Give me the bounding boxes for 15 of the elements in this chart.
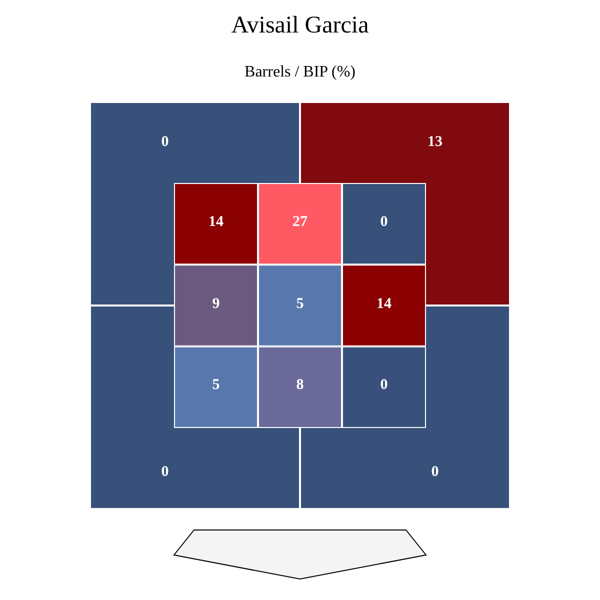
data-label: 8 [295, 377, 305, 396]
chart-title: Avisail Garcia [231, 12, 370, 39]
data-label: 14 [376, 296, 392, 314]
data-label: 9 [211, 296, 221, 314]
data-label: 0 [379, 377, 389, 396]
data-label: 5 [295, 296, 305, 314]
data-label: 14 [208, 214, 224, 232]
data-label: 0 [379, 214, 389, 232]
chart-subtitle: Barrels / BIP (%) [244, 64, 356, 81]
data-label: 0 [160, 134, 170, 152]
data-label: 13 [426, 134, 444, 152]
data-label: 0 [160, 464, 170, 482]
data-label: 0 [430, 464, 440, 482]
data-label: 5 [211, 377, 221, 396]
data-label: 27 [292, 214, 308, 232]
